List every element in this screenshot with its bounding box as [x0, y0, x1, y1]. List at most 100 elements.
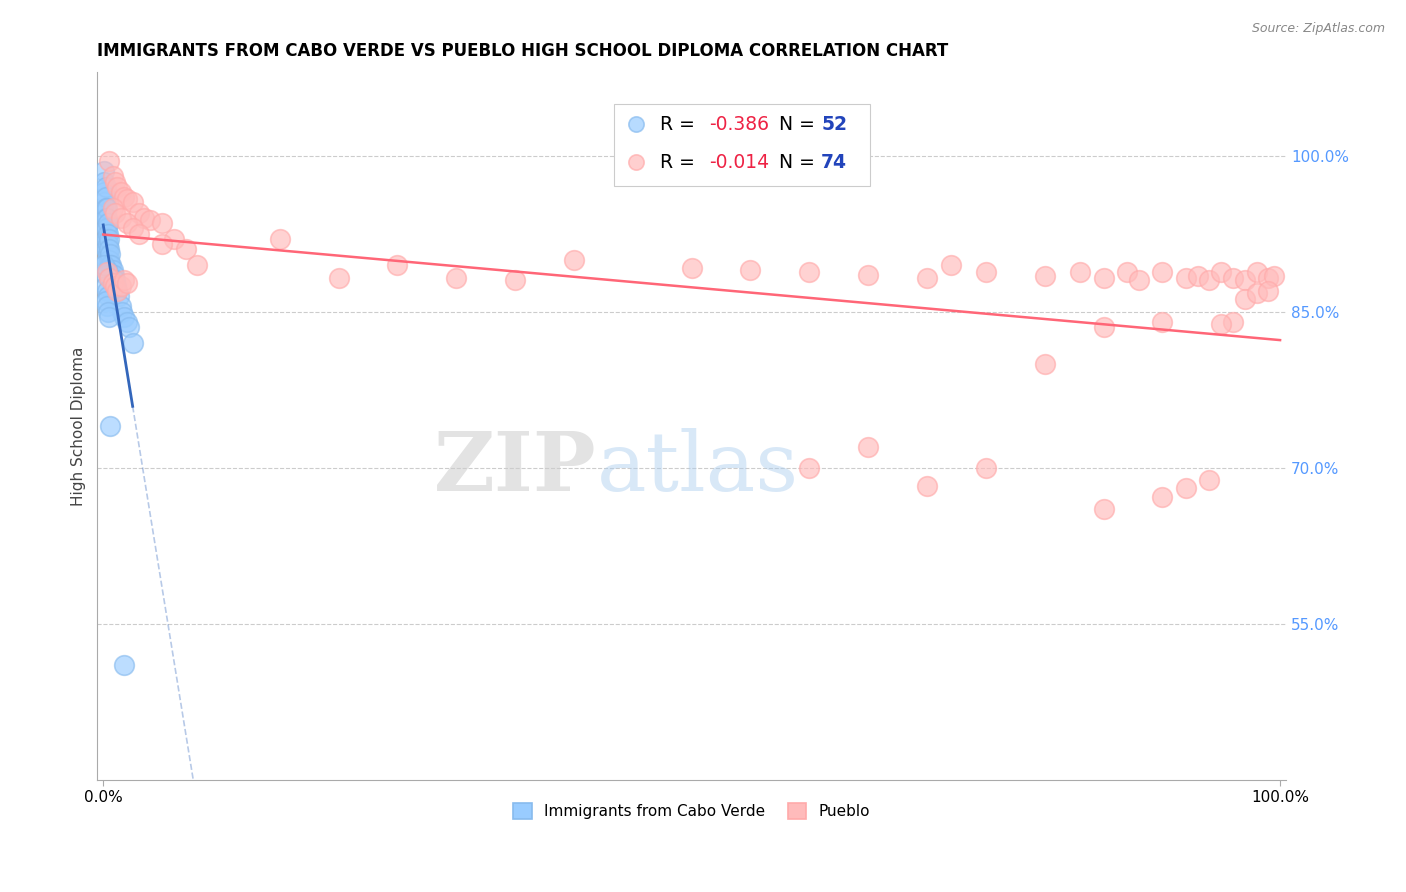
Point [112, 190, 135, 204]
Point [799, 460, 821, 475]
Point [118, 320, 141, 334]
Point [104, 273, 127, 287]
Point [112, 310, 135, 324]
Point [503, 273, 526, 287]
Point [1174, 271, 1197, 285]
Point [1263, 269, 1285, 284]
Point [98, 271, 121, 285]
Point [97, 216, 120, 230]
Point [93, 164, 115, 178]
Point [110, 185, 132, 199]
Point [110, 211, 132, 225]
Point [1233, 273, 1256, 287]
Point [94, 278, 117, 293]
Point [96, 211, 118, 225]
Point [97, 289, 120, 303]
Point [1187, 269, 1209, 284]
Point [96, 263, 118, 277]
Point [101, 169, 124, 184]
Point [1033, 269, 1056, 284]
Point [1128, 273, 1150, 287]
Point [446, 271, 468, 285]
Point [150, 216, 173, 230]
Point [1152, 265, 1174, 279]
Point [1174, 482, 1197, 496]
Point [939, 258, 962, 272]
Point [96, 252, 118, 267]
Point [1222, 315, 1244, 329]
Text: atlas: atlas [596, 428, 799, 508]
Point [115, 276, 138, 290]
Point [128, 206, 150, 220]
Point [110, 300, 132, 314]
Point [328, 271, 350, 285]
Point [163, 232, 186, 246]
Point [98, 258, 121, 272]
Text: 52: 52 [821, 114, 848, 134]
Point [96, 221, 118, 235]
Point [104, 278, 127, 293]
Point [94, 201, 117, 215]
Point [98, 242, 121, 256]
Point [1198, 473, 1220, 487]
Point [1152, 315, 1174, 329]
Point [1246, 285, 1268, 300]
Point [112, 658, 135, 673]
Point [96, 201, 118, 215]
Point [101, 263, 124, 277]
Point [98, 419, 121, 434]
Point [1257, 271, 1279, 285]
Point [121, 335, 143, 350]
Point [681, 260, 703, 275]
Point [100, 258, 122, 272]
Point [94, 221, 117, 235]
Text: N =: N = [766, 153, 821, 172]
Text: N =: N = [766, 114, 821, 134]
Point [740, 263, 762, 277]
Point [269, 232, 291, 246]
Point [1152, 490, 1174, 504]
Point [1222, 271, 1244, 285]
Point [915, 271, 938, 285]
Point [1211, 317, 1233, 331]
Point [96, 265, 118, 279]
Point [94, 232, 117, 246]
Point [1116, 265, 1139, 279]
Text: -0.386: -0.386 [710, 114, 769, 134]
Point [101, 276, 124, 290]
Point [96, 242, 118, 256]
Y-axis label: High School Diploma: High School Diploma [72, 346, 86, 506]
Point [94, 294, 117, 309]
Point [98, 247, 121, 261]
Point [174, 242, 197, 256]
Point [97, 237, 120, 252]
Point [93, 206, 115, 220]
Point [121, 221, 143, 235]
Point [799, 265, 821, 279]
Point [101, 201, 124, 215]
Point [97, 304, 120, 318]
Point [98, 232, 121, 246]
Point [150, 237, 173, 252]
Point [856, 268, 879, 283]
Point [1211, 265, 1233, 279]
Point [1092, 271, 1115, 285]
Point [96, 232, 118, 246]
Point [97, 227, 120, 241]
Point [1069, 265, 1091, 279]
Point [104, 206, 127, 220]
Point [112, 273, 135, 287]
Point [1092, 502, 1115, 516]
Point [98, 153, 121, 168]
Point [97, 247, 120, 261]
Point [94, 242, 117, 256]
Point [105, 278, 128, 293]
Point [1257, 284, 1279, 298]
Point [105, 284, 128, 298]
Text: -0.014: -0.014 [710, 153, 769, 172]
Point [94, 268, 117, 283]
Point [1198, 273, 1220, 287]
Point [387, 258, 409, 272]
Text: R =: R = [659, 114, 700, 134]
Point [105, 179, 128, 194]
